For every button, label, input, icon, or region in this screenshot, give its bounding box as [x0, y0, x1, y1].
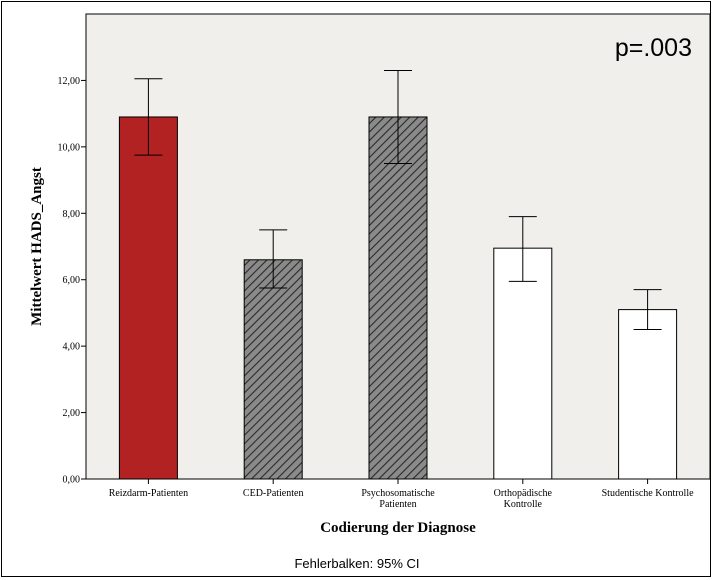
- error-bar: [384, 69, 412, 164]
- bar: [118, 116, 178, 480]
- y-tick-label: 12,00: [58, 76, 81, 87]
- y-tick-label: 6,00: [63, 275, 81, 286]
- y-tick-label: 0,00: [63, 475, 81, 486]
- x-category-label: CED-Patienten: [243, 488, 304, 499]
- x-category-label: Studentische Kontrolle: [602, 488, 694, 499]
- x-axis-title: Codierung der Diagnose: [320, 520, 476, 536]
- bar: [618, 309, 678, 480]
- y-tick-label: 4,00: [63, 342, 81, 353]
- error-bar: [259, 229, 288, 289]
- bar: [493, 247, 553, 480]
- bar: [368, 116, 428, 480]
- y-tick-label: 10,00: [58, 142, 81, 153]
- error-bar: [134, 78, 163, 156]
- error-bar-footnote: Fehlerbalken: 95% CI: [294, 556, 419, 571]
- x-category-label: Orthopädische Kontrolle: [494, 488, 553, 510]
- x-category-label: Psychosomatische Patienten: [361, 488, 435, 510]
- x-category-label: Reizdarm-Patienten: [109, 488, 188, 499]
- error-bar: [508, 216, 537, 282]
- p-value-annotation: p=.003: [615, 34, 692, 62]
- y-axis-title: Mittelwert HADS_Angst: [29, 167, 45, 326]
- bar: [243, 259, 303, 480]
- y-tick-label: 8,00: [63, 209, 81, 220]
- y-tick-label: 2,00: [63, 408, 81, 419]
- error-bar: [633, 289, 662, 331]
